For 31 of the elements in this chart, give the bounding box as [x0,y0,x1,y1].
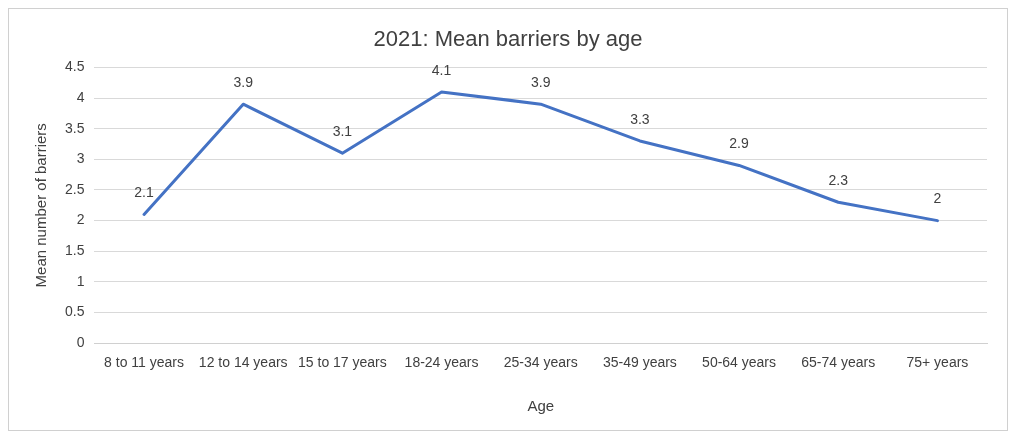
x-tick-label: 75+ years [906,354,969,371]
x-tick-label: 8 to 11 years [104,354,184,371]
x-tick-label: 18-24 years [404,354,479,371]
data-label: 3.1 [332,123,353,140]
x-axis-title: Age [527,397,555,415]
data-label: 2.1 [134,184,154,201]
x-tick-label: 35-49 years [602,354,677,371]
y-tick-label: 4.5 [64,58,85,75]
y-tick-label: 0.5 [64,303,85,320]
x-tick-label: 15 to 17 years [298,354,387,371]
y-axis-title: Mean number of barriers [32,123,50,288]
y-tick-label: 1 [76,272,85,289]
y-tick-label: 0 [76,334,85,351]
y-tick-label: 2 [76,211,85,228]
y-tick-label: 2.5 [64,180,85,197]
data-label: 2 [933,190,942,207]
data-label: 2.9 [729,135,750,152]
data-label: 3.9 [233,74,254,91]
data-label: 4.1 [431,61,452,78]
data-label: 3.9 [531,74,551,91]
y-tick-label: 3 [76,150,85,167]
y-tick-label: 4 [76,88,85,105]
y-tick-label: 1.5 [64,242,85,259]
y-tick-label: 3.5 [64,119,85,136]
x-tick-label: 65-74 years [801,354,876,371]
data-label: 3.3 [630,110,650,127]
x-tick-label: 25-34 years [503,354,578,371]
chart-title: 2021: Mean barriers by age [373,26,643,52]
x-tick-label: 50-64 years [702,354,777,371]
data-label: 2.3 [828,172,849,189]
x-tick-label: 12 to 14 years [198,354,288,371]
